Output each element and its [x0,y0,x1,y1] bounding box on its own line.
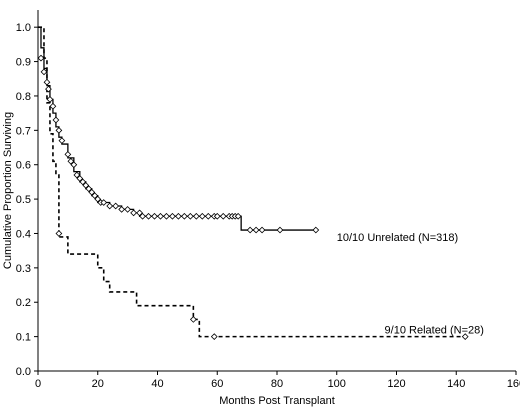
censor-marker-unrelated [64,151,72,158]
censor-marker-unrelated [52,116,60,124]
censor-marker-unrelated [112,202,120,210]
censor-marker-unrelated [58,137,66,145]
censor-marker-unrelated [37,54,45,62]
series-layer [38,26,466,338]
axes [37,10,516,372]
y-tick-label: 0.8 [16,91,31,103]
x-axis-title: Months Post Transplant [219,395,335,407]
x-tick-label: 160 [507,378,520,390]
censor-marker-unrelated [186,212,194,220]
censor-marker-related [461,333,469,340]
y-tick-label: 0.4 [16,228,31,240]
censor-marker-unrelated [49,102,57,110]
censor-marker-unrelated [46,96,54,103]
y-tick-label: 0.3 [16,263,31,275]
series-related-line [38,26,466,338]
censor-marker-unrelated [145,212,152,220]
censor-marker-unrelated [73,171,81,179]
censor-marker-unrelated [151,212,158,220]
censor-marker-unrelated [55,126,63,134]
series-label-unrelated: 10/10 Unrelated (N=318) [337,232,458,244]
censor-marker-unrelated [181,212,188,220]
censor-marker-unrelated [136,209,143,217]
censor-marker-unrelated [67,157,75,165]
censor-marker-unrelated [219,212,227,220]
censor-marker-unrelated [100,199,108,206]
censor-marker-unrelated [192,212,200,220]
x-tick-label: 80 [271,378,283,390]
censor-marker-unrelated [276,226,284,234]
censor-marker-unrelated [130,209,137,217]
censor-marker-unrelated [82,181,90,189]
y-ticks: 0.0 0.1 0.2 0.3 0.4 0.5 0.6 0.7 0.8 0.9 1.0 [16,22,38,378]
censor-marker-related [55,230,63,237]
censor-marker-unrelated [91,192,99,200]
x-tick-label: 60 [211,378,223,390]
censor-marker-unrelated [213,212,221,220]
censor-marker-related [189,316,197,323]
censor-marker-unrelated [198,212,206,220]
censor-marker-unrelated [163,212,170,220]
x-tick-label: 120 [387,378,405,390]
censor-marker-unrelated [169,212,176,220]
y-tick-label: 0.6 [16,160,31,172]
x-tick-label: 140 [447,378,465,390]
censor-marker-unrelated [246,226,254,234]
y-tick-label: 0.0 [16,366,31,378]
censor-marker-unrelated [88,188,96,196]
x-tick-label: 40 [151,378,163,390]
y-tick-label: 0.7 [16,125,31,137]
series-label-related: 9/10 Related (N=28) [385,325,484,337]
y-tick-label: 0.2 [16,297,31,309]
series-unrelated-line [38,26,316,231]
censor-marker-unrelated [175,212,182,220]
x-ticks: 0 20 40 60 80 100 120 140 160 [35,371,520,390]
x-tick-label: 100 [328,378,346,390]
y-tick-label: 0.9 [16,57,31,69]
censor-marker-unrelated [124,206,131,213]
censor-marker-unrelated [94,195,102,203]
censor-layer [37,54,469,340]
censor-marker-unrelated [252,226,260,234]
censor-marker-unrelated [85,185,93,193]
censor-marker-unrelated [157,212,164,220]
censor-marker-unrelated [312,226,320,234]
censor-marker-unrelated [204,212,212,220]
censor-marker-unrelated [139,212,146,220]
y-tick-label: 0.1 [16,332,31,344]
y-tick-label: 0.5 [16,194,31,206]
censor-marker-unrelated [76,175,84,182]
x-tick-label: 20 [92,378,104,390]
censor-marker-unrelated [70,161,78,169]
censor-marker-unrelated [45,85,52,93]
censor-marker-unrelated [40,68,48,76]
censor-marker-related [210,333,218,340]
y-axis-title: Cumulative Proportion Surviving [2,112,14,269]
censor-marker-unrelated [234,212,242,220]
censor-marker-unrelated [118,206,126,213]
censor-marker-unrelated [79,178,87,186]
x-tick-label: 0 [35,378,41,390]
censor-marker-unrelated [258,226,266,234]
censor-marker-unrelated [43,78,51,86]
y-tick-label: 1.0 [16,22,31,34]
censor-marker-unrelated [106,202,114,210]
